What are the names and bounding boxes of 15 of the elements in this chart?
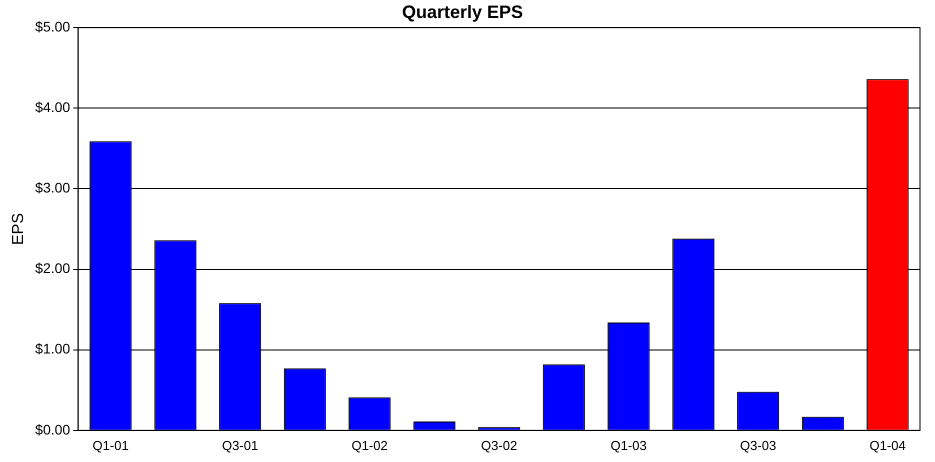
y-tick-label: $1.00 xyxy=(35,340,70,357)
x-tick-label: Q1-03 xyxy=(610,438,647,453)
y-axis-title: EPS xyxy=(10,212,28,246)
x-tick-label: Q3-02 xyxy=(481,438,518,453)
x-tick-label: Q1-04 xyxy=(870,438,906,453)
y-tick-label: $2.00 xyxy=(35,260,70,276)
x-tick-label: Q3-01 xyxy=(222,438,258,453)
x-tick-label: Q1-02 xyxy=(352,438,388,453)
x-tick-label: Q1-01 xyxy=(92,438,129,453)
y-tick-label: $0.00 xyxy=(35,421,70,438)
y-tick-label: $3.00 xyxy=(35,180,70,196)
y-tick-label: $4.00 xyxy=(35,99,70,116)
y-tick-label: $5.00 xyxy=(35,18,70,34)
chart-title: Quarterly EPS xyxy=(402,2,524,22)
x-tick-label: Q3-03 xyxy=(740,438,776,453)
